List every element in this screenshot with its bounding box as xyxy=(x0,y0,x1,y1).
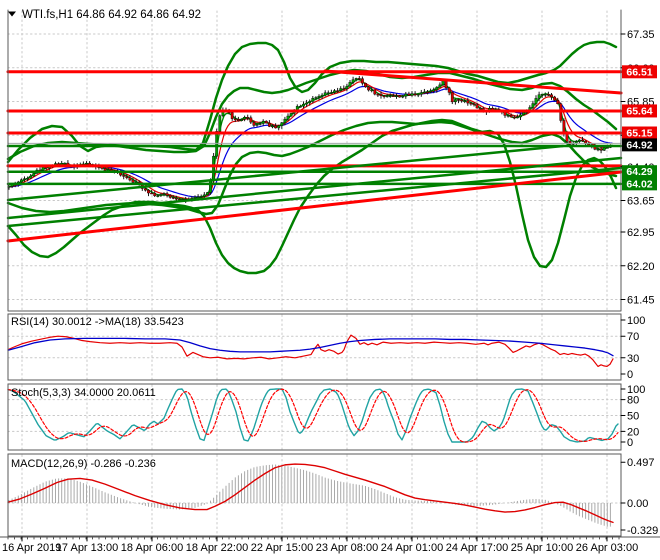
svg-text:64.02: 64.02 xyxy=(626,178,652,190)
svg-text:25 Apr 10:00: 25 Apr 10:00 xyxy=(511,542,573,554)
dropdown-triangle-icon[interactable] xyxy=(8,11,16,17)
svg-text:100: 100 xyxy=(627,315,645,327)
rsi-panel[interactable] xyxy=(7,334,614,368)
stoch-k-line xyxy=(7,388,619,443)
title-bar: WTI.fs,H1 64.86 64.92 64.86 64.92 xyxy=(8,9,201,21)
macd-panel[interactable] xyxy=(7,463,614,527)
svg-text:18 Apr 22:00: 18 Apr 22:00 xyxy=(186,542,248,554)
svg-text:70: 70 xyxy=(627,331,639,343)
trendlines[interactable] xyxy=(6,69,623,243)
macd-label: MACD(12,26,9) -0.286 -0.236 xyxy=(11,458,156,470)
svg-text:62.95: 62.95 xyxy=(627,227,655,239)
svg-text:62.20: 62.20 xyxy=(627,261,655,273)
main-price-chart[interactable] xyxy=(6,40,623,275)
bollinger-bands xyxy=(6,40,618,275)
stoch-frame xyxy=(7,383,622,451)
macd-histogram xyxy=(8,464,611,527)
svg-text:24 Apr 17:00: 24 Apr 17:00 xyxy=(446,542,508,554)
svg-text:50: 50 xyxy=(627,411,639,423)
svg-text:64.92: 64.92 xyxy=(626,139,652,151)
candles-layer xyxy=(7,76,612,204)
svg-text:30: 30 xyxy=(627,353,639,365)
svg-text:0.497: 0.497 xyxy=(627,457,655,469)
macd-signal-line xyxy=(7,463,614,524)
svg-text:0: 0 xyxy=(627,369,633,381)
svg-text:100: 100 xyxy=(627,384,645,396)
stoch-label: Stoch(5,3,3) 34.0000 20.0611 xyxy=(11,387,156,399)
stoch-d-line xyxy=(7,388,619,443)
rsi-label: RSI(14) 30.0012 ->MA(18) 33.5423 xyxy=(11,316,184,328)
svg-text:-0.329: -0.329 xyxy=(627,525,658,537)
rsi-ma-line xyxy=(7,337,614,357)
rsi-frame xyxy=(7,313,622,381)
svg-text:26 Apr 03:00: 26 Apr 03:00 xyxy=(576,542,638,554)
svg-text:80: 80 xyxy=(627,395,639,407)
svg-text:18 Apr 06:00: 18 Apr 06:00 xyxy=(121,542,183,554)
svg-text:23 Apr 08:00: 23 Apr 08:00 xyxy=(316,542,378,554)
price-axis[interactable]: 67.3566.6065.8565.1064.4063.6562.9562.20… xyxy=(620,29,658,537)
svg-text:22 Apr 15:00: 22 Apr 15:00 xyxy=(251,542,313,554)
svg-text:61.45: 61.45 xyxy=(627,295,655,307)
macd-frame xyxy=(7,453,622,537)
svg-text:65.15: 65.15 xyxy=(626,128,652,140)
chart-title: WTI.fs,H1 64.86 64.92 64.86 64.92 xyxy=(22,9,201,21)
svg-text:17 Apr 13:00: 17 Apr 13:00 xyxy=(56,542,118,554)
svg-text:16 Apr 2019: 16 Apr 2019 xyxy=(2,542,61,554)
stochastic-panel[interactable] xyxy=(7,388,619,443)
svg-text:64.29: 64.29 xyxy=(626,166,652,178)
svg-text:67.35: 67.35 xyxy=(627,29,655,41)
svg-text:0.00: 0.00 xyxy=(627,498,648,510)
svg-text:63.65: 63.65 xyxy=(627,196,655,208)
svg-text:20: 20 xyxy=(627,426,639,438)
svg-text:0: 0 xyxy=(627,437,633,449)
rsi-line xyxy=(7,334,614,368)
svg-text:66.51: 66.51 xyxy=(626,66,652,78)
svg-text:24 Apr 01:00: 24 Apr 01:00 xyxy=(381,542,443,554)
axes[interactable]: 67.3566.6065.8565.1064.4063.6562.9562.20… xyxy=(0,9,660,554)
svg-text:65.64: 65.64 xyxy=(626,105,652,117)
horizontal-levels[interactable] xyxy=(6,70,623,186)
